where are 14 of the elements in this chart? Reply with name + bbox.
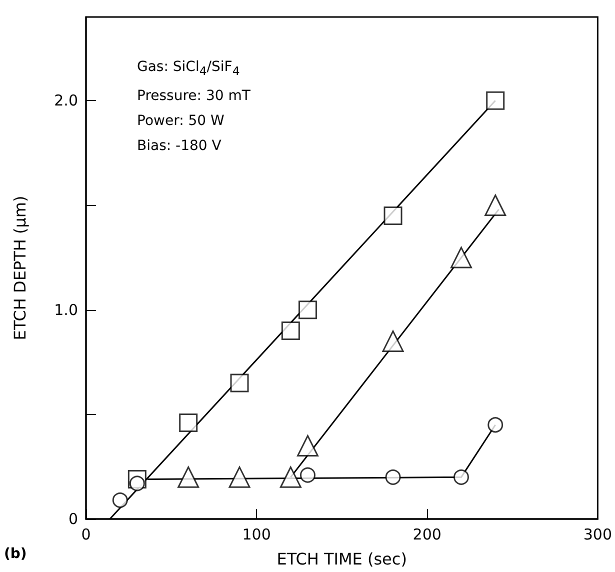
annotation: Gas: SiCl$_{4}$/SiF$_{4}$: [137, 58, 241, 80]
x-tick-label: 300: [583, 526, 612, 544]
y-tick-label: 1.0: [54, 300, 78, 319]
y-tick-label: 2.0: [54, 92, 78, 110]
x-axis-title: ETCH TIME (sec): [276, 550, 407, 568]
text: (b): [4, 545, 27, 564]
y-tick-label: 0: [68, 510, 78, 528]
x-tick-label: 200: [412, 526, 442, 544]
annotation: Pressure: 30 mT: [137, 86, 250, 106]
x-tick-label: 0: [81, 526, 91, 544]
annotation: Power: 50 W: [137, 112, 226, 131]
x-tick-label: 100: [242, 526, 271, 544]
y-axis-title: ETCH DEPTH (μm): [10, 196, 30, 340]
annotation: Bias: -180 V: [137, 136, 222, 156]
